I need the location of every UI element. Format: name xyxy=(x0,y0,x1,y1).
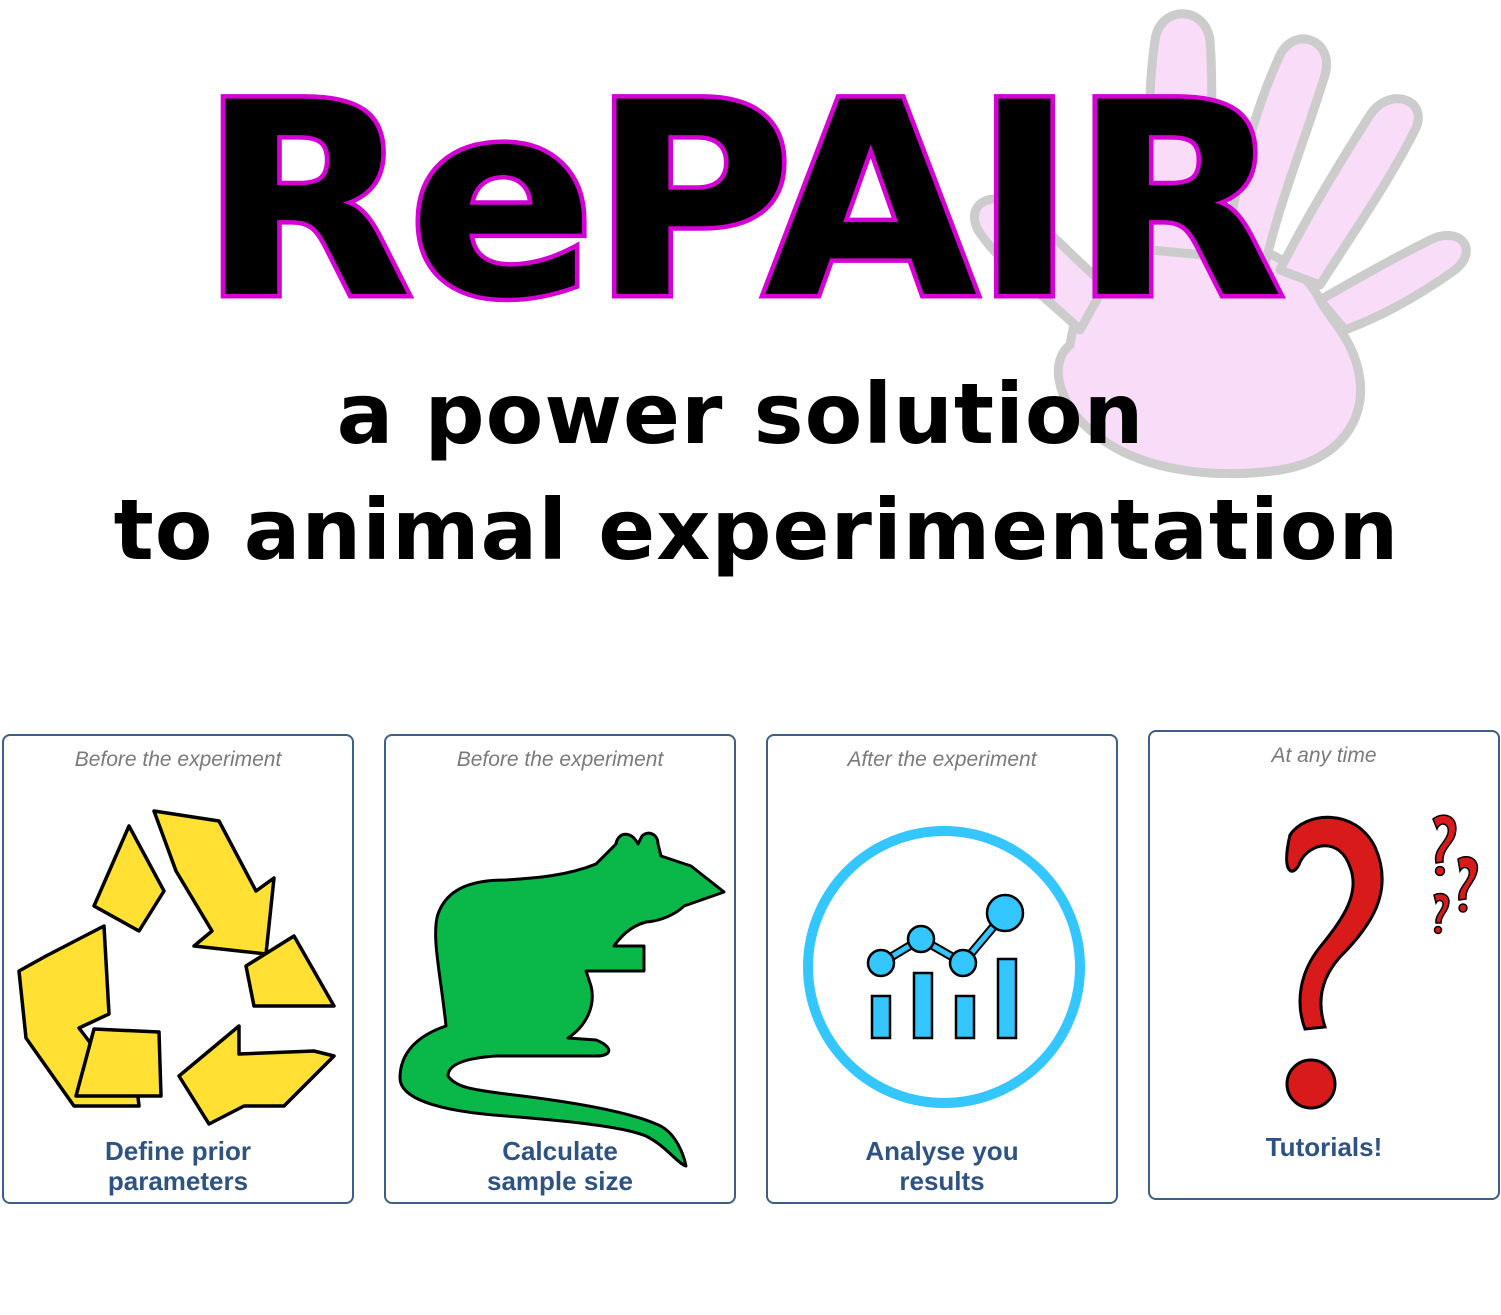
card-label-line-1: Define prior xyxy=(105,1136,251,1166)
analytics-chart-icon xyxy=(803,826,1085,1108)
card-when-label: At any time xyxy=(1271,744,1377,767)
card-label-line-1: Analyse you xyxy=(865,1136,1019,1166)
card-label: Define prior parameters xyxy=(4,1136,352,1196)
logo-title: RePAIR xyxy=(196,84,1289,324)
handprint-logo-icon xyxy=(969,9,1471,479)
card-calculate-sample-size[interactable]: Before the experiment Calculate sample s… xyxy=(384,734,736,1204)
card-when-label: Before the experiment xyxy=(74,748,282,771)
card-label-line-2: results xyxy=(899,1166,985,1196)
card-when-label: Before the experiment xyxy=(456,748,664,771)
card-label-line-1: Tutorials! xyxy=(1265,1132,1383,1162)
card-label: Tutorials! xyxy=(1150,1132,1498,1162)
card-label-line-1: Calculate xyxy=(502,1136,618,1166)
card-define-prior-parameters[interactable]: Before the experiment Define prior param… xyxy=(2,734,354,1204)
logo-title-text: RePAIR xyxy=(200,84,1280,324)
card-tutorials[interactable]: At any time Tutorials! xyxy=(1148,730,1500,1200)
recycle-icon xyxy=(17,809,336,1126)
card-label: Analyse you results xyxy=(768,1136,1116,1196)
rat-icon xyxy=(398,831,726,1168)
card-analyse-results[interactable]: After the experiment Analyse you results xyxy=(766,734,1118,1204)
card-when-label: After the experiment xyxy=(847,748,1037,771)
question-mark-icon xyxy=(1285,814,1479,1110)
card-label: Calculate sample size xyxy=(386,1136,734,1196)
subtitle-line-1: a power solution xyxy=(336,365,1145,463)
card-label-line-2: sample size xyxy=(487,1166,633,1196)
subtitle-line-2: to animal experimentation xyxy=(113,481,1400,579)
card-label-line-2: parameters xyxy=(107,1166,249,1196)
